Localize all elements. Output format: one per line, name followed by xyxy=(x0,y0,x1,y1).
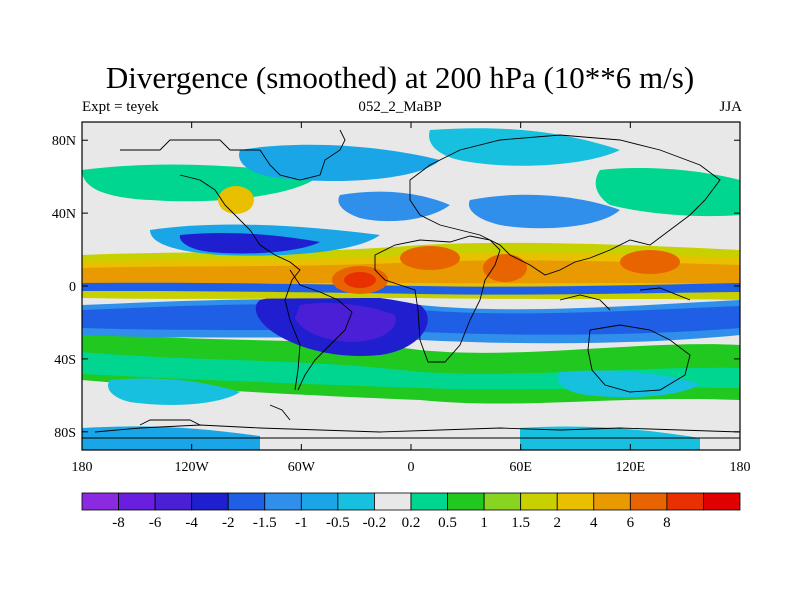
divergence-field xyxy=(82,122,740,450)
colorbar-swatch xyxy=(410,492,448,511)
colorbar-swatch xyxy=(374,492,412,511)
lon-tick-label: 120E xyxy=(616,460,646,475)
colorbar-label: 2 xyxy=(553,515,561,531)
run-label: 052_2_MaBP xyxy=(358,99,442,115)
coastlines xyxy=(82,129,740,439)
colorbar-swatch xyxy=(593,492,631,511)
lat-tick-label: 40S xyxy=(54,353,76,368)
colorbar-label: 0.5 xyxy=(438,515,457,531)
colorbar-swatch xyxy=(483,492,522,511)
lon-tick-label: 120W xyxy=(175,460,210,475)
lat-tick-label: 0 xyxy=(69,280,76,295)
colorbar-swatch xyxy=(520,492,558,511)
colorbar-swatch xyxy=(227,492,266,511)
lat-tick-label: 80N xyxy=(52,134,76,149)
colorbar-label: 4 xyxy=(590,515,598,531)
colorbar-swatch xyxy=(118,492,156,511)
colorbar-label: 0.2 xyxy=(402,515,421,531)
colorbar-swatch xyxy=(154,492,193,511)
longitude-axis: 180 120W 60W 0 60E 120E 180 xyxy=(72,122,751,475)
lat-tick-label: 40N xyxy=(52,207,76,222)
latitude-axis: 80N 40N 0 40S 80S xyxy=(52,134,740,441)
experiment-label: Expt = teyek xyxy=(82,99,159,115)
lon-tick-label: 0 xyxy=(408,460,415,475)
lon-tick-label: 60W xyxy=(288,460,316,475)
plot-title: Divergence (smoothed) at 200 hPa (10**6 … xyxy=(105,60,695,95)
colorbar-swatch xyxy=(191,492,229,511)
colorbar: -8 -6 -4 -2 -1.5 -1 -0.5 -0.2 0.2 0.5 1 1.5 2 4 6 8 xyxy=(81,492,741,531)
colorbar-label: -1.5 xyxy=(253,515,277,531)
colorbar-label: 1.5 xyxy=(511,515,530,531)
colorbar-swatch xyxy=(629,492,668,511)
colorbar-swatch xyxy=(666,492,704,511)
colorbar-label: -6 xyxy=(149,515,162,531)
colorbar-label: -0.5 xyxy=(326,515,350,531)
colorbar-swatch xyxy=(300,492,339,511)
colorbar-label: -2 xyxy=(222,515,235,531)
colorbar-label: -0.2 xyxy=(363,515,387,531)
colorbar-label: -8 xyxy=(112,515,125,531)
colorbar-label: 1 xyxy=(480,515,488,531)
colorbar-swatch xyxy=(81,492,119,511)
colorbar-swatch xyxy=(447,492,485,511)
colorbar-swatch xyxy=(337,492,375,511)
lat-tick-label: 80S xyxy=(54,426,76,441)
colorbar-swatch xyxy=(264,492,302,511)
colorbar-swatch xyxy=(703,492,741,511)
lon-tick-label: 180 xyxy=(72,460,93,475)
lon-tick-label: 180 xyxy=(730,460,751,475)
colorbar-label: 6 xyxy=(627,515,635,531)
colorbar-label: 8 xyxy=(663,515,671,531)
colorbar-label: -1 xyxy=(295,515,308,531)
colorbar-swatch xyxy=(556,492,595,511)
colorbar-label: -4 xyxy=(185,515,198,531)
lon-tick-label: 60E xyxy=(509,460,532,475)
season-label: JJA xyxy=(719,99,742,115)
